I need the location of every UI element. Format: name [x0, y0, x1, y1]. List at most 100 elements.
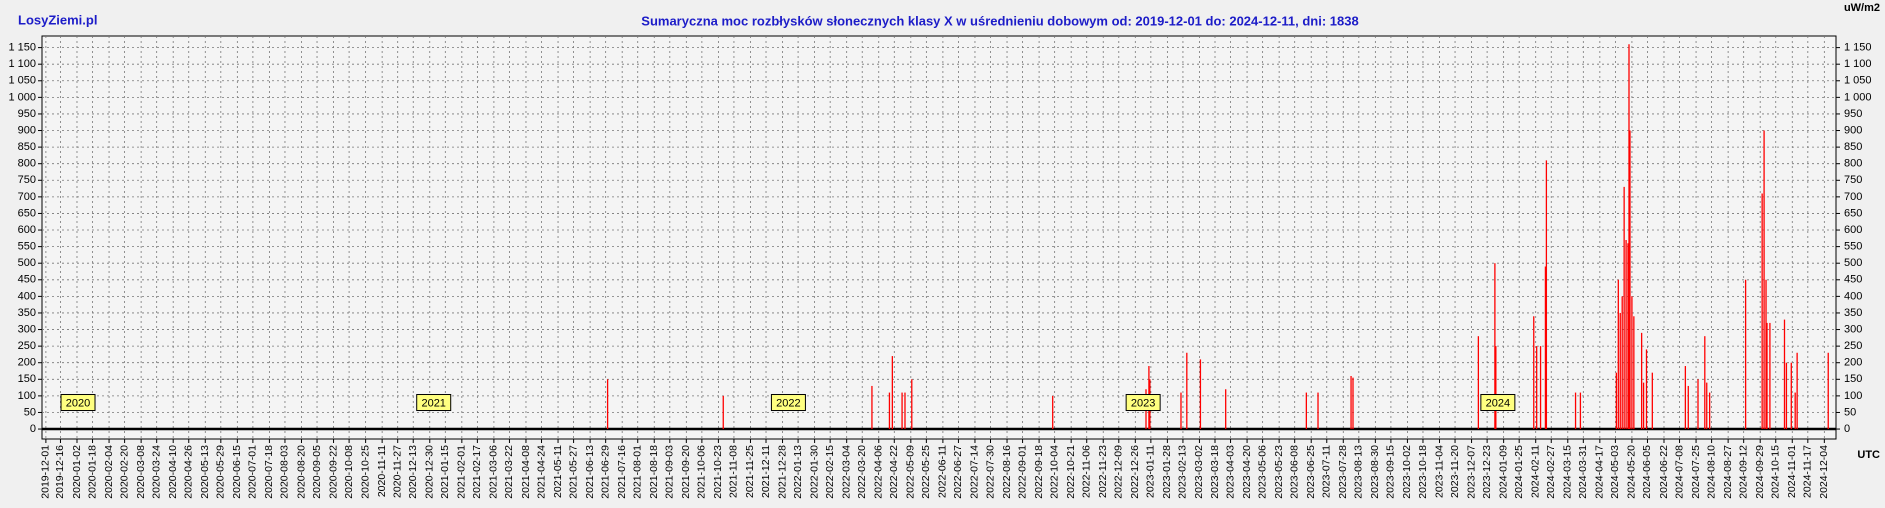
x-tick-label: 2023-04-20: [1241, 445, 1253, 499]
x-tick-label: 2024-09-29: [1754, 445, 1766, 499]
year-box: [1480, 394, 1516, 412]
y2-tick-label: 500: [1844, 257, 1862, 269]
x-tick-label: 2022-05-25: [920, 445, 932, 499]
x-tick-label: 2020-11-11: [376, 445, 388, 497]
y-tick-label: 50: [24, 406, 36, 418]
x-tick-label: 2024-06-22: [1658, 445, 1670, 499]
marks: [606, 44, 1829, 430]
x-tick-label: 2022-03-20: [856, 445, 868, 499]
y-tick-label: 400: [18, 290, 36, 302]
x-tick-label: 2022-01-13: [792, 445, 804, 499]
x-tick-label: 2020-11-27: [391, 445, 403, 498]
x-tick-label: 2024-07-08: [1673, 445, 1685, 499]
x-tick-label: 2021-03-06: [488, 445, 500, 499]
y-tick-label: 600: [18, 224, 36, 236]
x-tick-label: 2022-03-04: [840, 445, 852, 499]
x-tick-label: 2020-05-29: [215, 445, 227, 499]
x-tick-label: 2020-07-18: [263, 445, 275, 499]
x-tick-label: 2021-11-08: [728, 445, 740, 498]
y-tick-label: 750: [18, 174, 36, 186]
y-tick-label: 500: [18, 257, 36, 269]
x-tick-label: 2020-02-20: [118, 445, 130, 499]
site-name: LosyZiemi.pl: [18, 12, 97, 27]
x-tick-label: 2022-08-16: [1001, 445, 1013, 499]
y-tick-label: 850: [18, 141, 36, 153]
x-tick-label: 2021-11-25: [744, 445, 756, 498]
x-tick-label: 2023-12-07: [1465, 445, 1477, 499]
x-tick-label: 2021-08-18: [648, 445, 660, 499]
x-tick-label: 2022-04-22: [888, 445, 900, 499]
y-tick-label: 800: [18, 158, 36, 170]
plot-area: [41, 35, 1837, 440]
x-tick-label: 2022-07-30: [984, 445, 996, 499]
x-tick-label: 2022-01-30: [808, 445, 820, 499]
x-tick-label: 2024-04-17: [1594, 445, 1606, 499]
y2-tick-label: 1 050: [1844, 75, 1872, 87]
x-tick-label: 2021-02-17: [471, 445, 483, 499]
x-tick-label: 2024-07-25: [1690, 445, 1702, 499]
y-tick-label: 1 000: [8, 91, 36, 103]
year-label: 2021: [421, 397, 445, 409]
x-tick-label: 2023-03-02: [1193, 445, 1205, 499]
x-tick-label: 2023-05-23: [1273, 445, 1285, 499]
y2-tick-label: 350: [1844, 307, 1862, 319]
x-tick-label: 2024-02-27: [1545, 445, 1557, 499]
year-label: 2022: [776, 397, 800, 409]
x-tick-label: 2023-03-18: [1209, 445, 1221, 499]
x-tick-label: 2020-10-08: [343, 445, 355, 499]
y-tick-label: 450: [18, 274, 36, 286]
x-tick-label: 2022-11-23: [1097, 445, 1109, 498]
y2-tick-label: 1 000: [1844, 91, 1872, 103]
x-unit: UTC: [1857, 449, 1880, 461]
x-tick-label: 2022-09-18: [1033, 445, 1045, 499]
x-tick-label: 2024-12-04: [1818, 445, 1830, 499]
y-tick-label: 900: [18, 124, 36, 136]
x-tick-label: 2020-09-05: [311, 445, 323, 499]
x-tick-label: 2022-02-15: [824, 445, 836, 499]
x-tick-label: 2021-09-20: [680, 445, 692, 499]
y-tick-label: 550: [18, 241, 36, 253]
y-tick-label: 200: [18, 357, 36, 369]
x-tick-label: 2021-05-11: [552, 445, 564, 498]
x-tick-label: 2023-07-11: [1321, 445, 1333, 498]
chart-title: Sumaryczna moc rozbłysków słonecznych kl…: [641, 13, 1358, 28]
x-tick-label: 2024-03-15: [1562, 445, 1574, 499]
x-tick-label: 2020-12-13: [407, 445, 419, 499]
x-tick-label: 2024-11-17: [1802, 445, 1814, 498]
y2-tick-label: 0: [1844, 423, 1850, 435]
x-tick-label: 2022-12-09: [1113, 445, 1125, 499]
x-tick-label: 2020-08-20: [295, 445, 307, 499]
x-tick-label: 2023-02-13: [1177, 445, 1189, 499]
x-tick-label: 2021-06-29: [599, 445, 611, 499]
y-tick-label: 0: [30, 423, 36, 435]
y-tick-label: 650: [18, 207, 36, 219]
x-tick-label: 2023-12-23: [1481, 445, 1493, 499]
x-tick-label: 2020-01-18: [86, 445, 98, 499]
x-tick-label: 2024-02-11: [1529, 445, 1541, 498]
y2-tick-label: 150: [1844, 373, 1862, 385]
x-tick-label: 2019-12-01: [40, 445, 52, 499]
x-tick-label: 2020-10-25: [359, 445, 371, 499]
x-tick-label: 2021-05-27: [567, 445, 579, 499]
x-tick-label: 2021-12-11: [760, 445, 772, 498]
y2-tick-label: 950: [1844, 108, 1862, 120]
x-tick-label: 2021-07-16: [616, 445, 628, 499]
y2-tick-label: 1 150: [1844, 42, 1872, 54]
x-tick-label: 2023-08-13: [1353, 445, 1365, 499]
y2-tick-label: 550: [1844, 241, 1862, 253]
y2-tick-label: 250: [1844, 340, 1862, 352]
y2-tick-label: 900: [1844, 124, 1862, 136]
year-box: [416, 394, 452, 412]
x-tick-label: 2022-09-01: [1016, 445, 1028, 499]
y2-tick-label: 600: [1844, 224, 1862, 236]
y2-tick-label: 400: [1844, 290, 1862, 302]
y2-tick-label: 750: [1844, 174, 1862, 186]
x-tick-label: 2022-10-21: [1065, 445, 1077, 499]
x-tick-label: 2021-06-13: [584, 445, 596, 499]
x-tick-label: 2021-01-15: [439, 445, 451, 499]
y2-tick-label: 800: [1844, 158, 1862, 170]
y-tick-label: 100: [18, 390, 36, 402]
x-tick-label: 2020-09-22: [327, 445, 339, 499]
y-tick-label: 250: [18, 340, 36, 352]
